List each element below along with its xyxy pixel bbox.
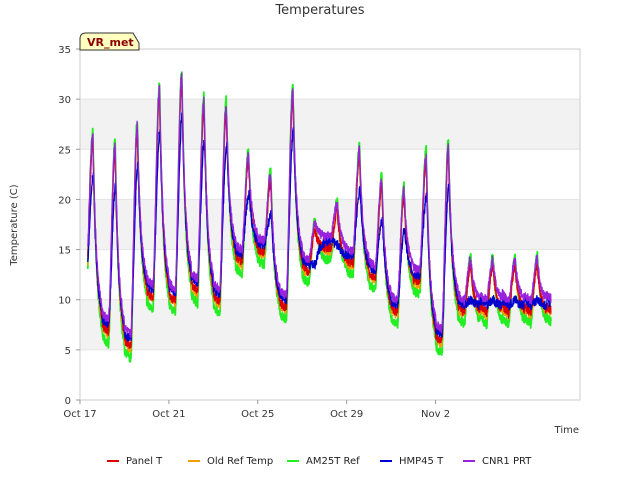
x-tick-label: Oct 21 [152,409,185,420]
series-line-hmp45-t [87,111,552,342]
grid-band [80,299,580,350]
y-tick-label: 20 [58,195,71,206]
y-tick-label: 15 [58,246,71,257]
y-tick-label: 30 [58,95,71,106]
grid-band [80,99,580,150]
grid-band [80,149,580,200]
legend-label: AM25T Ref [306,456,360,467]
chart-title: Temperatures [274,3,364,18]
badge-box [79,32,140,51]
x-tick-label: Oct 25 [241,409,274,420]
legend-item: CNR1 PRT [463,456,532,467]
y-tick-label: 10 [58,296,71,307]
grid-band [80,349,580,400]
series-line-cnr1-prt [87,72,552,338]
legend: Panel T Old Ref Temp AM25T Ref HMP45 T CNR1 … [107,456,532,467]
legend-label: CNR1 PRT [482,456,532,467]
y-tick-label: 25 [58,145,71,156]
legend-item: HMP45 T [380,456,444,467]
series-layer [86,71,552,363]
legend-label: Panel T [126,456,163,467]
legend-item: Panel T [107,456,163,467]
legend-item: Old Ref Temp [188,456,273,467]
x-tick-label: Oct 17 [63,409,96,420]
x-axis-ticks: Oct 17 Oct 21 Oct 25 Oct 29 Nov 2 [63,400,450,420]
y-tick-label: 0 [65,396,71,407]
x-axis-label: Time [554,425,579,436]
legend-item: AM25T Ref [287,456,360,467]
legend-label: Old Ref Temp [207,456,273,467]
badge-label: VR_met [87,36,134,49]
y-axis-label: Temperature (C) [9,184,20,266]
station-badge: VR_met [79,32,140,51]
plot-background-bands [80,48,580,401]
grid-band [80,49,580,100]
x-tick-label: Oct 29 [330,409,363,420]
y-axis-ticks: 0 5 10 15 20 25 30 35 [58,45,80,407]
x-tick-label: Nov 2 [421,409,450,420]
plot-frame [79,48,581,401]
y-tick-label: 35 [58,45,71,56]
y-tick-label: 5 [65,346,71,357]
legend-label: HMP45 T [399,456,444,467]
